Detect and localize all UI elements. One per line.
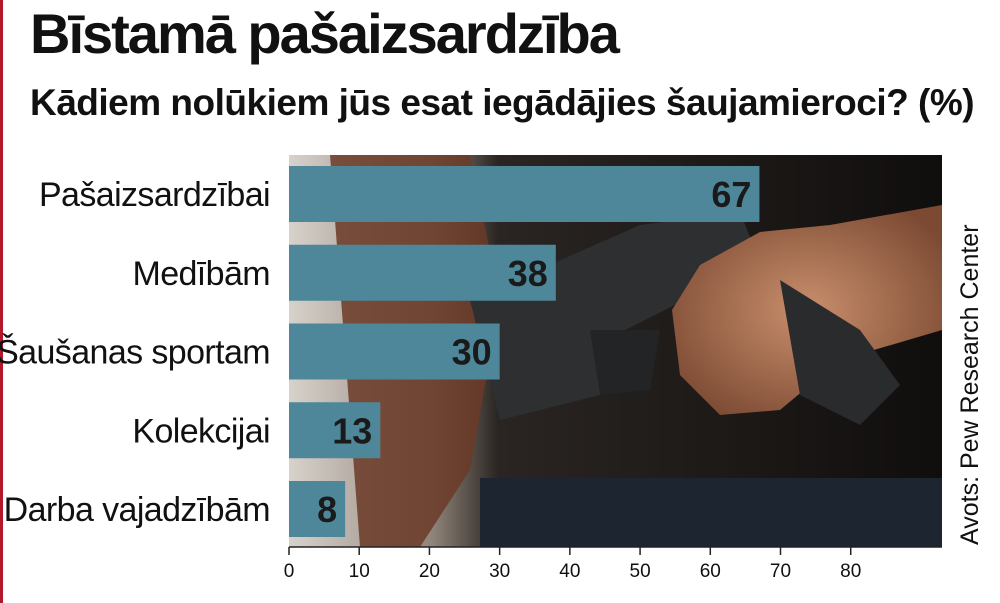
x-tick-label: 0: [284, 561, 295, 582]
source-note: Avots: Pew Research Center: [956, 224, 984, 545]
x-tick-label: 50: [630, 561, 651, 582]
x-tick-label: 70: [770, 561, 791, 582]
bar: [289, 244, 556, 301]
bar: [289, 166, 760, 222]
bar-value-label: 8: [317, 489, 337, 530]
left-accent-rule: [0, 0, 3, 603]
x-tick-label: 80: [840, 561, 861, 582]
category-label: Darba vajadzībām: [4, 491, 270, 529]
category-label: Pašaizsardzībai: [39, 176, 270, 214]
bar-value-label: 38: [508, 253, 548, 294]
bar: [289, 323, 500, 380]
chart-subtitle: Kādiem nolūkiem jūs esat iegādājies šauj…: [30, 82, 975, 123]
bar-value-label: 67: [711, 174, 751, 215]
bar-value-label: 13: [332, 410, 372, 451]
bar: [289, 402, 381, 459]
chart-title: Bīstamā pašaizsardzība: [30, 2, 620, 65]
x-tick-label: 20: [419, 561, 440, 582]
x-tick-label: 60: [700, 561, 721, 582]
category-label: Šaušanas sportam: [0, 334, 270, 372]
x-tick-label: 40: [559, 561, 580, 582]
bar: [289, 481, 346, 537]
x-tick-label: 10: [349, 561, 370, 582]
x-tick-label: 30: [489, 561, 510, 582]
bar-value-label: 30: [452, 332, 492, 373]
category-label: Kolekcijai: [132, 412, 270, 450]
category-label: Medībām: [132, 255, 270, 293]
